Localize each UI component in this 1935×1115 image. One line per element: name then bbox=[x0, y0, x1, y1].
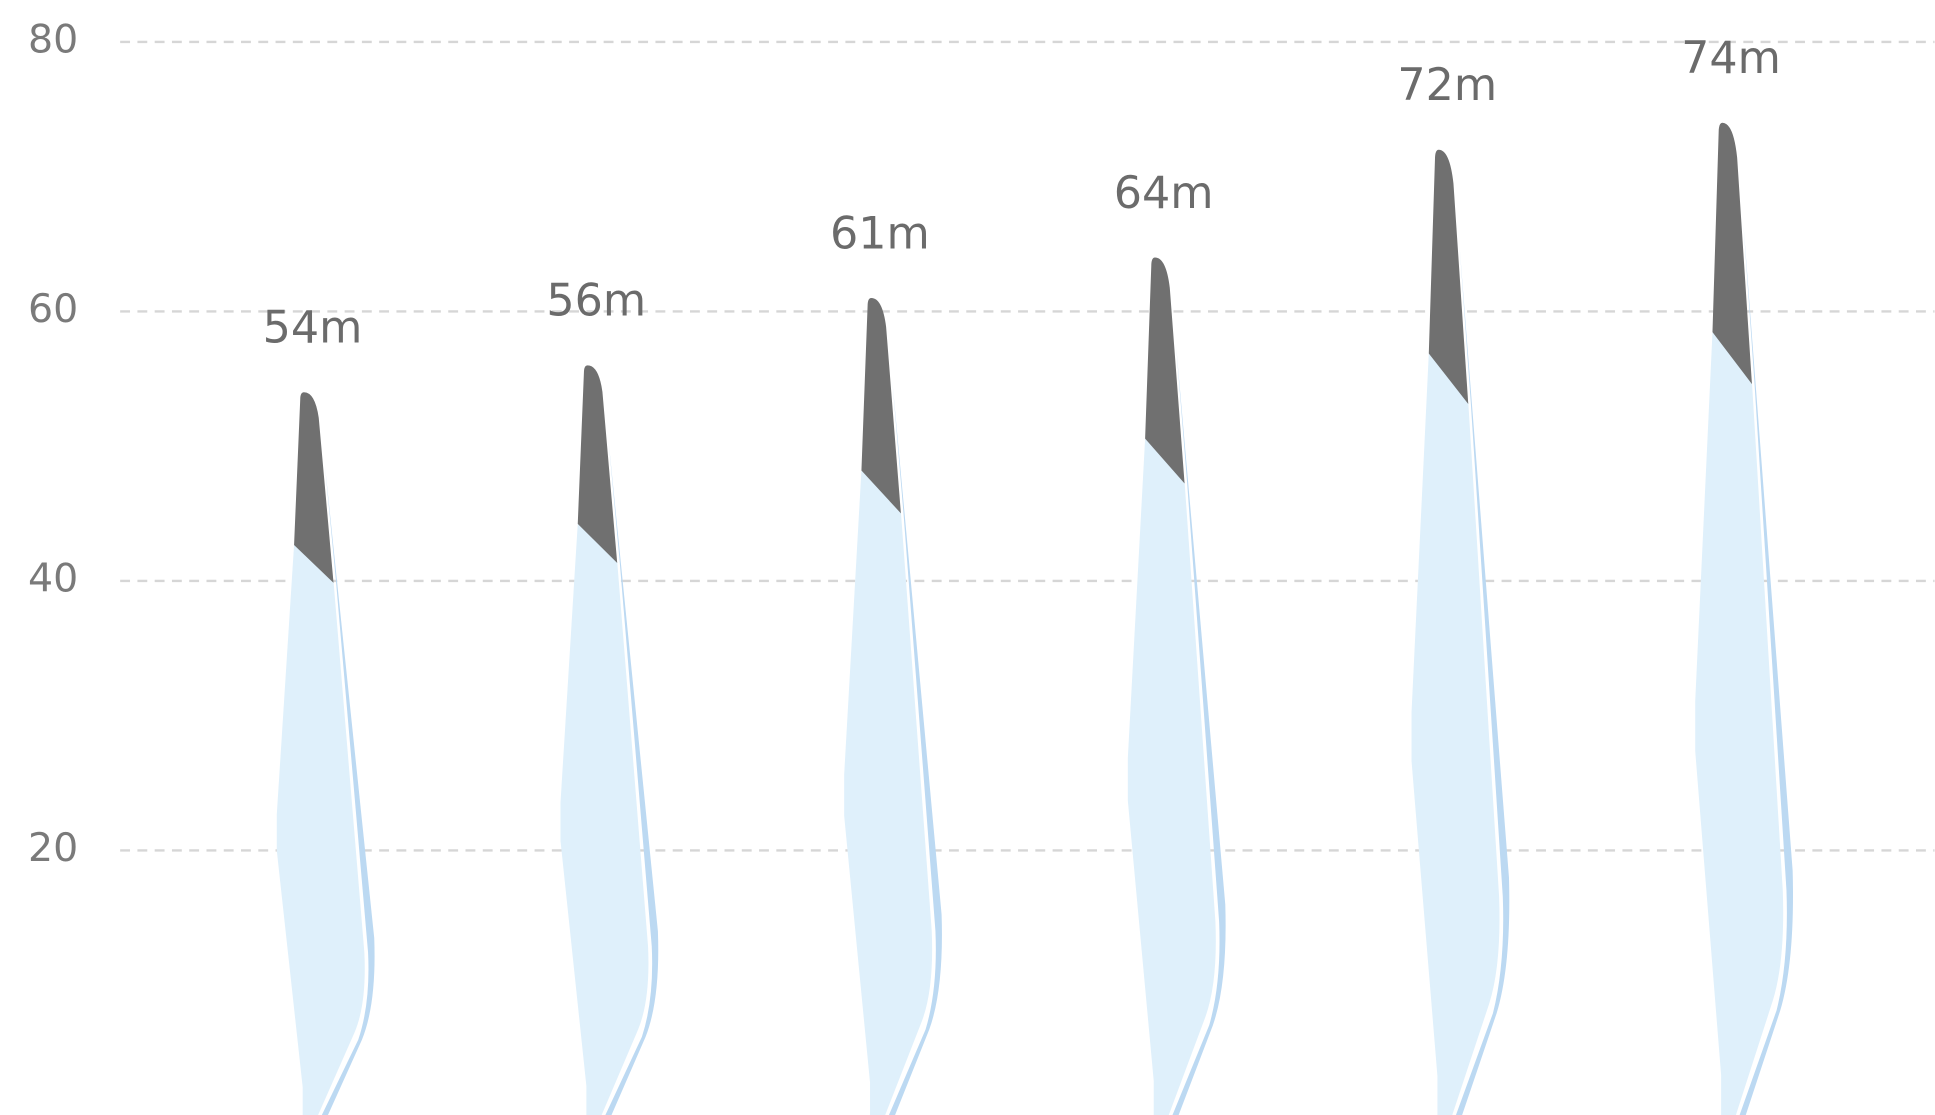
blade bbox=[844, 297, 942, 1115]
blade-tip bbox=[294, 392, 334, 583]
blade-tip bbox=[1145, 257, 1185, 484]
value-label: 54m bbox=[263, 303, 363, 354]
value-label: 56m bbox=[546, 276, 646, 327]
blade-tip bbox=[861, 297, 901, 514]
blade bbox=[560, 365, 659, 1115]
blade bbox=[1127, 257, 1226, 1115]
y-tick-label: 60 bbox=[28, 286, 78, 332]
value-label: 72m bbox=[1397, 60, 1497, 111]
value-label: 61m bbox=[830, 208, 930, 259]
blade bbox=[1411, 149, 1510, 1115]
blade-body bbox=[560, 523, 649, 1115]
blade-body bbox=[1695, 332, 1784, 1115]
blade-body bbox=[276, 545, 365, 1115]
value-label: 64m bbox=[1114, 168, 1214, 219]
y-tick-label: 20 bbox=[28, 825, 78, 871]
blade-tip bbox=[1428, 149, 1469, 404]
blade bbox=[1695, 122, 1793, 1115]
blade bbox=[276, 392, 375, 1115]
blade-body bbox=[1127, 438, 1216, 1115]
blade-body bbox=[1411, 353, 1500, 1115]
y-tick-label: 80 bbox=[28, 16, 78, 62]
blade-body bbox=[844, 470, 933, 1115]
value-label: 74m bbox=[1681, 33, 1781, 84]
blade-tip bbox=[577, 365, 618, 564]
blade-tip bbox=[1712, 122, 1752, 385]
y-tick-label: 40 bbox=[28, 555, 78, 601]
